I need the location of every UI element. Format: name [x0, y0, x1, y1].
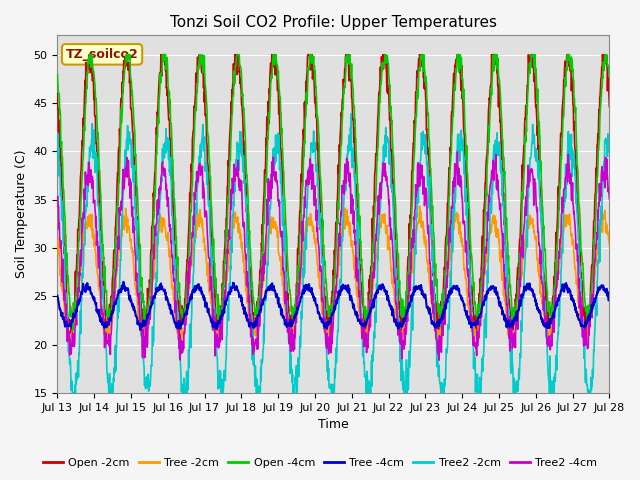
Y-axis label: Soil Temperature (C): Soil Temperature (C): [15, 150, 28, 278]
Title: Tonzi Soil CO2 Profile: Upper Temperatures: Tonzi Soil CO2 Profile: Upper Temperatur…: [170, 15, 497, 30]
Text: TZ_soilco2: TZ_soilco2: [66, 48, 138, 61]
Legend: Open -2cm, Tree -2cm, Open -4cm, Tree -4cm, Tree2 -2cm, Tree2 -4cm: Open -2cm, Tree -2cm, Open -4cm, Tree -4…: [38, 453, 602, 472]
X-axis label: Time: Time: [318, 419, 349, 432]
